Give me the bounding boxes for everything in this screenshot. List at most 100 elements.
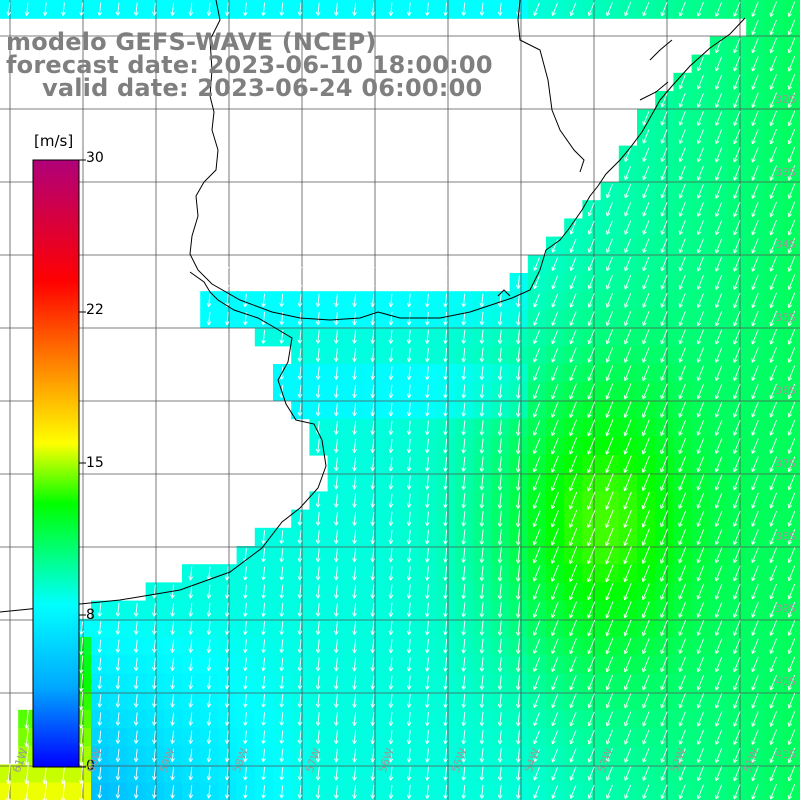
wind-arrow xyxy=(624,293,632,308)
wind-arrow xyxy=(133,730,139,744)
wind-arrow xyxy=(461,766,467,781)
wind-arrow xyxy=(370,675,376,690)
wind-arrow xyxy=(443,293,448,308)
wind-arrow xyxy=(569,383,577,400)
wind-arrow xyxy=(79,2,84,16)
wind-arrow xyxy=(733,165,741,181)
wind-arrow xyxy=(515,347,521,363)
wind-arrow xyxy=(769,583,777,600)
wind-arrow xyxy=(297,348,303,362)
wind-arrow xyxy=(24,781,29,800)
wind-arrow xyxy=(532,438,541,454)
wind-arrow xyxy=(587,437,596,455)
wind-arrow xyxy=(188,2,194,16)
wind-arrow xyxy=(297,639,303,654)
wind-arrow xyxy=(479,638,485,654)
wind-arrow xyxy=(569,238,577,253)
wind-arrow xyxy=(715,766,723,782)
wind-arrow xyxy=(532,620,541,636)
wind-arrow xyxy=(388,348,394,362)
wind-arrow xyxy=(443,584,448,599)
wind-arrow xyxy=(660,147,668,162)
wind-arrow xyxy=(569,675,577,691)
wind-arrow xyxy=(660,674,668,691)
wind-arrow xyxy=(388,657,394,672)
wind-arrow xyxy=(569,401,577,418)
wind-arrow xyxy=(551,675,559,690)
wind-arrow xyxy=(279,566,285,581)
wind-arrow xyxy=(370,584,376,599)
wind-arrow xyxy=(133,639,139,653)
wind-arrow xyxy=(334,348,339,362)
wind-arrow xyxy=(550,492,559,510)
wind-arrow xyxy=(642,656,650,673)
wind-arrow xyxy=(641,510,650,528)
wind-arrow xyxy=(497,528,503,546)
wind-arrow xyxy=(152,675,157,690)
wind-arrow xyxy=(751,620,759,636)
wind-arrow xyxy=(605,419,614,437)
wind-arrow xyxy=(479,438,485,454)
wind-arrow xyxy=(297,657,303,672)
wind-arrow xyxy=(678,129,686,144)
wind-arrow xyxy=(243,2,248,16)
wind-arrow xyxy=(733,529,741,545)
wind-arrow xyxy=(461,347,467,363)
wind-arrow xyxy=(751,638,759,654)
wind-arrow xyxy=(624,784,632,799)
wind-arrow xyxy=(206,657,212,672)
wind-arrow xyxy=(751,56,759,72)
wind-arrow xyxy=(533,383,541,399)
wind-arrow xyxy=(461,584,466,600)
wind-arrow xyxy=(715,238,723,254)
wind-arrow xyxy=(497,711,503,727)
wind-arrow xyxy=(188,584,194,599)
wind-arrow xyxy=(587,419,596,437)
wind-arrow xyxy=(569,766,577,781)
wind-arrow xyxy=(425,693,430,708)
wind-arrow xyxy=(714,620,723,636)
wind-arrow xyxy=(297,257,303,271)
wind-arrow xyxy=(170,785,175,799)
wind-arrow xyxy=(479,784,485,799)
lat-label: 33S xyxy=(775,166,796,179)
wind-arrow xyxy=(370,311,376,326)
wind-arrow xyxy=(315,657,321,672)
wind-arrow xyxy=(587,275,595,290)
wind-arrow xyxy=(678,510,687,528)
wind-arrow xyxy=(370,2,376,16)
wind-arrow xyxy=(769,19,777,36)
wind-arrow xyxy=(261,694,266,708)
wind-arrow xyxy=(479,565,485,582)
wind-arrow xyxy=(515,601,521,618)
wind-arrow xyxy=(388,639,394,654)
wind-arrow xyxy=(551,311,559,326)
wind-arrow xyxy=(315,293,321,308)
wind-arrow xyxy=(733,183,741,199)
wind-arrow xyxy=(315,384,321,399)
wind-arrow xyxy=(624,165,632,181)
wind-arrow xyxy=(605,748,613,763)
wind-arrow xyxy=(587,256,595,272)
wind-arrow xyxy=(569,638,577,655)
wind-arrow xyxy=(334,439,339,453)
wind-arrow xyxy=(696,165,704,181)
wind-arrow xyxy=(715,183,723,199)
wind-arrow xyxy=(533,748,540,763)
wind-arrow xyxy=(315,366,321,380)
wind-arrow xyxy=(115,602,121,617)
wind-arrow xyxy=(642,238,650,253)
valid-date: valid date: 2023-06-24 06:00:00 xyxy=(42,74,483,102)
wind-arrow xyxy=(678,528,687,546)
wind-arrow xyxy=(406,529,412,545)
wind-arrow xyxy=(642,147,650,162)
wind-arrow xyxy=(479,711,485,727)
wind-arrow xyxy=(569,748,577,763)
wind-arrow xyxy=(133,657,139,672)
wind-arrow xyxy=(569,711,577,727)
wind-arrow xyxy=(479,293,485,308)
wind-arrow xyxy=(515,638,521,654)
wind-arrow xyxy=(714,583,723,600)
wind-arrow xyxy=(115,2,121,16)
wind-arrow xyxy=(587,455,596,473)
